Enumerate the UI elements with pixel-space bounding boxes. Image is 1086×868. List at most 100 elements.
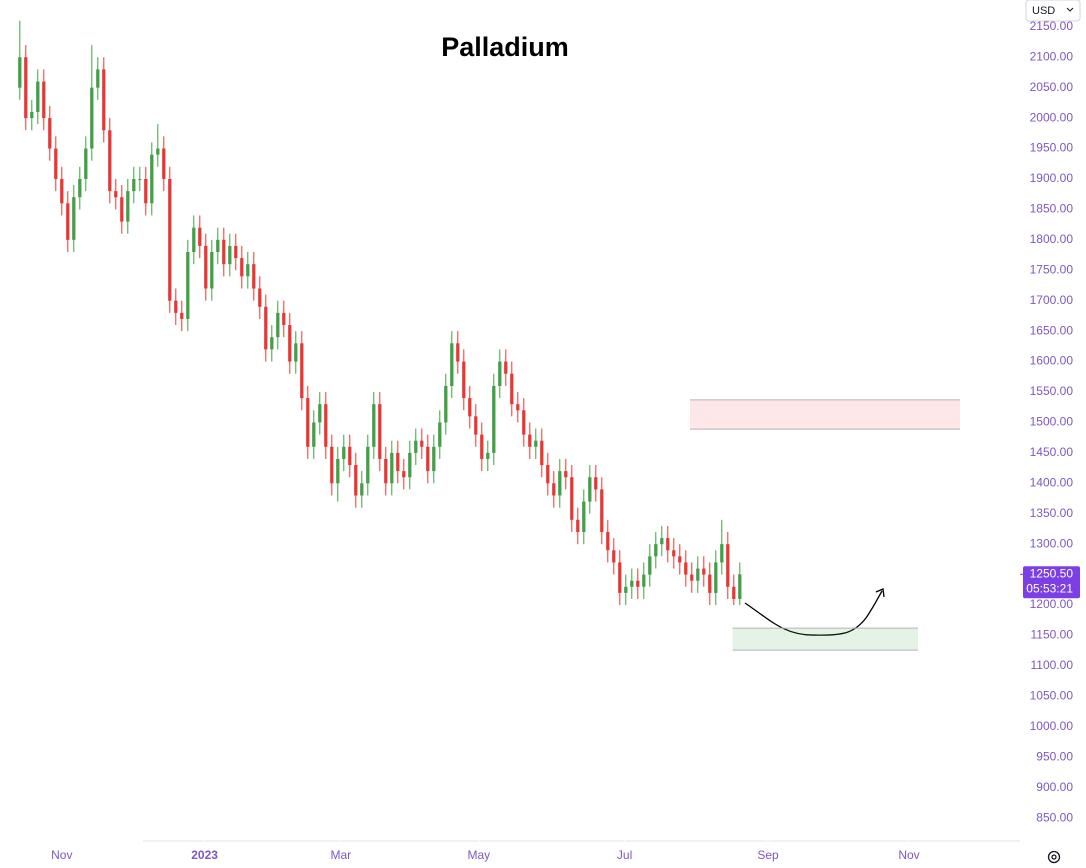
y-tick-label: 1600.00 [1030,354,1074,368]
candle-body [660,538,664,545]
candle-body [210,252,214,289]
candle-body [432,446,436,472]
candle-body [528,434,532,447]
candle-body [552,483,556,496]
candle-body [30,112,34,119]
candle-body [372,404,376,447]
candle-body [402,471,406,478]
candle-body [306,398,310,447]
y-tick-label: 2050.00 [1030,80,1074,94]
x-tick-label: Sep [757,848,779,862]
candle-body [708,574,712,593]
y-tick-label: 1200.00 [1030,597,1074,611]
y-tick-label: 1350.00 [1030,506,1074,520]
candle-body [438,422,442,447]
candle-body [732,586,736,599]
candle-body [264,306,268,350]
dropdown-icon[interactable] [1066,7,1074,12]
currency-button[interactable] [1025,0,1081,22]
candle-body [72,197,76,240]
candle-body [474,416,478,435]
gear-outer[interactable] [1047,850,1061,864]
candle-body [498,361,502,386]
price-zone [690,399,960,430]
candle-body [504,361,508,374]
y-tick-label: 1800.00 [1030,232,1074,246]
candle-body [696,568,700,581]
y-tick-label: 1900.00 [1030,171,1074,185]
settings-icon[interactable] [1047,850,1061,864]
price-zone [732,628,918,651]
y-tick-label: 1450.00 [1030,445,1074,459]
candle-body [84,148,88,179]
candle-body [24,57,28,119]
y-tick-label: 2000.00 [1030,110,1074,124]
candle-body [282,312,286,326]
x-tick-label: Nov [898,848,919,862]
candle-body [546,465,550,484]
candle-body [102,69,106,131]
candle-body [582,501,586,532]
candle-body [516,404,520,411]
candle-body [60,178,64,204]
candle-body [630,580,634,587]
y-tick-label: 1550.00 [1030,384,1074,398]
candle-body [360,483,364,496]
y-tick-label: 1100.00 [1031,658,1074,672]
candle-body [678,556,682,563]
y-tick-label: 1750.00 [1030,262,1074,276]
candle-body [384,458,388,484]
candle-body [492,385,496,453]
y-tick-label: 1650.00 [1030,323,1074,337]
candle-body [444,385,448,423]
y-tick-label: 900.00 [1036,780,1073,794]
x-tick-label: 2023 [191,848,218,862]
projection-arrow [744,590,883,636]
candle-body [150,154,154,204]
candle-body [648,556,652,575]
candle-body [486,452,490,459]
candle-body [564,471,568,478]
candle-body [366,446,370,484]
candle-body [726,544,730,587]
candle-body [240,258,244,277]
gear-inner[interactable] [1051,854,1057,860]
chart-title: Palladium [441,32,569,62]
candle-body [216,239,220,252]
y-tick-label: 2150.00 [1030,19,1074,33]
candle-body [90,87,94,149]
candle-body [120,197,124,222]
candle-body [588,477,592,502]
candle-body [144,178,148,204]
y-tick-label: 1000.00 [1030,719,1074,733]
candle-body [558,471,562,496]
y-tick-label: 2100.00 [1030,49,1074,63]
y-tick-label: 1950.00 [1030,141,1074,155]
candle-body [114,191,118,198]
candle-body [714,562,718,593]
candle-body [738,574,742,599]
candle-body [330,446,334,484]
candle-body [168,178,172,301]
y-tick-label: 1850.00 [1030,202,1074,216]
candle-body [396,452,400,472]
currency-label[interactable]: USD [1032,5,1055,17]
candle-body [228,245,232,265]
candle-body [462,361,466,399]
x-tick-label: Jul [617,848,632,862]
x-tick-label: Nov [51,848,72,862]
candle-body [258,288,262,307]
candle-body [186,252,190,319]
candle-body [276,312,280,338]
candle-body [174,300,178,313]
arrow-head [875,588,885,598]
x-tick-label: May [467,848,490,862]
candle-body [618,562,622,593]
candle-body [378,404,382,459]
candle-body [348,446,352,466]
candle-body [78,178,82,198]
candle-body [666,538,670,551]
candle-body [336,458,340,484]
